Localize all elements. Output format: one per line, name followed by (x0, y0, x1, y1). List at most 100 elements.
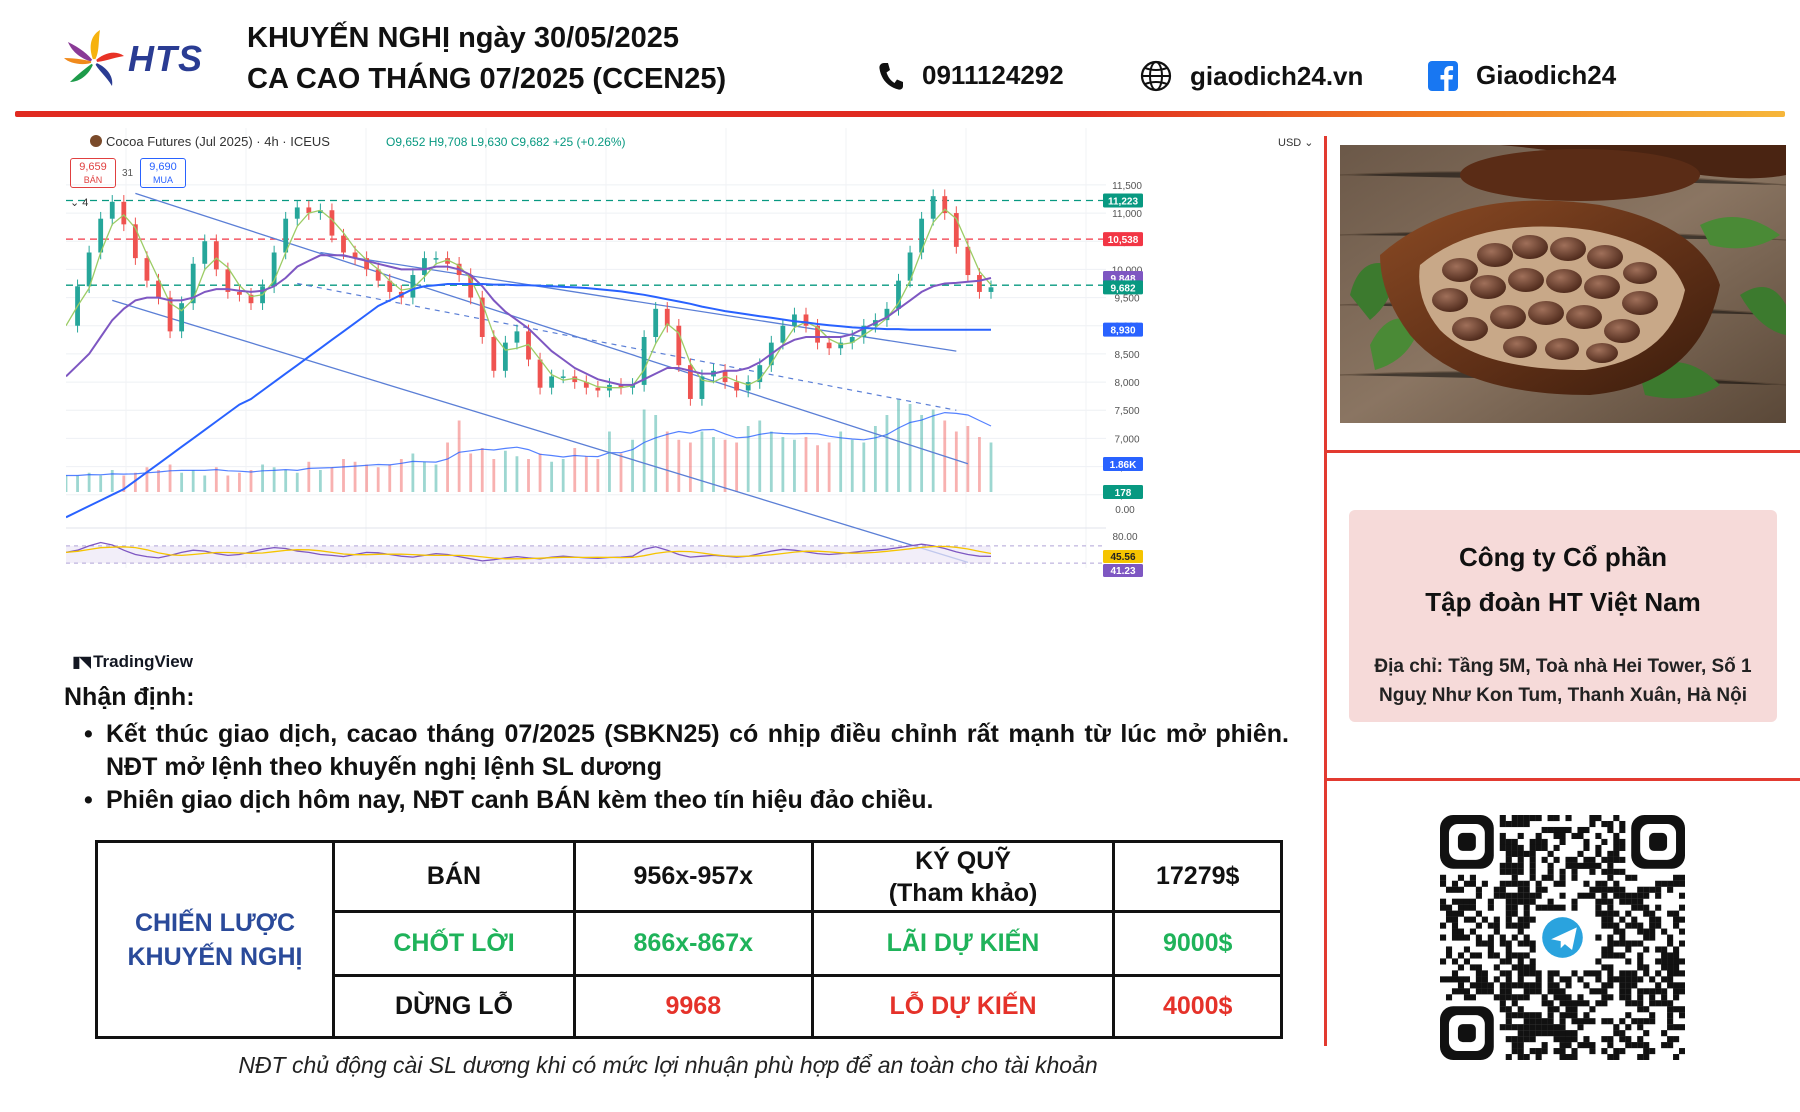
qr-module (1559, 1012, 1566, 1019)
qr-module (1649, 1048, 1656, 1055)
qr-module (1445, 910, 1453, 917)
qr-module (1565, 1030, 1572, 1037)
qr-module (1637, 994, 1644, 1001)
volume-bar (862, 442, 866, 492)
qr-module (1463, 934, 1470, 941)
qr-module (1553, 832, 1560, 840)
qr-module (1625, 988, 1632, 995)
qr-module (1553, 815, 1560, 822)
qr-module (1541, 886, 1548, 893)
qr-module (1673, 964, 1680, 971)
candle-body (930, 196, 936, 219)
qr-module (1445, 994, 1453, 1001)
qr-module (1529, 958, 1536, 965)
qr-module (1505, 982, 1512, 989)
buy-quote-button[interactable]: 9,690 MUA (140, 158, 186, 188)
qr-module (1511, 904, 1518, 911)
qr-module (1679, 904, 1685, 911)
qr-module (1559, 874, 1566, 881)
qr-module (1529, 946, 1536, 953)
phone-number[interactable]: 0911124292 (922, 60, 1064, 90)
volume-bar (261, 464, 264, 492)
qr-module (1577, 850, 1584, 857)
candle-body (422, 258, 427, 276)
qr-module (1547, 1012, 1554, 1019)
qr-module (1475, 970, 1482, 977)
qr-module (1637, 1036, 1644, 1043)
qr-module (1511, 922, 1518, 929)
qr-module (1643, 892, 1650, 899)
qr-module (1457, 886, 1465, 893)
contact-facebook[interactable]: Giaodich24 (1428, 60, 1616, 91)
qr-module (1625, 982, 1632, 989)
qr-module (1511, 862, 1518, 869)
qr-module (1517, 1024, 1524, 1031)
qr-module (1649, 1018, 1656, 1025)
qr-module (1607, 1036, 1614, 1043)
qr-module (1589, 868, 1596, 875)
indicator-toggle[interactable]: ⌄ 4 (70, 197, 89, 209)
qr-module (1601, 868, 1608, 875)
qr-module (1475, 982, 1482, 989)
volume-label: 1.86K (1110, 460, 1137, 471)
currency-selector[interactable]: USD ⌄ (1278, 137, 1314, 149)
qr-module (1451, 922, 1459, 929)
sell-quote-button[interactable]: 9,659 BÁN (70, 158, 116, 188)
oscillator-pane (66, 541, 1106, 564)
qr-module (1673, 946, 1680, 953)
qr-module (1463, 904, 1470, 911)
qr-module (1499, 838, 1506, 845)
qr-module (1649, 928, 1656, 935)
qr-module (1583, 970, 1590, 977)
qr-module (1517, 1012, 1524, 1019)
qr-module (1523, 952, 1530, 959)
qr-module (1440, 874, 1447, 881)
volume-bar (908, 404, 912, 492)
qr-module (1475, 964, 1482, 971)
strategy-label-line2: KHUYẾN NGHỊ (127, 942, 303, 971)
qr-module (1517, 1036, 1524, 1043)
candle-body (896, 280, 901, 309)
candle-body (109, 201, 115, 219)
contact-website[interactable]: giaodich24.vn (1140, 60, 1363, 92)
qr-module (1667, 976, 1674, 983)
qr-module (1511, 1024, 1518, 1031)
candle-body (202, 241, 208, 264)
qr-module (1601, 922, 1608, 929)
contact-phone[interactable]: 0911124292 (878, 60, 1064, 91)
qr-module (1523, 964, 1530, 971)
volume-bar (897, 398, 900, 492)
candle-body (271, 252, 277, 287)
qr-module (1517, 880, 1524, 887)
qr-code[interactable] (1440, 815, 1685, 1060)
qr-module (1595, 976, 1602, 983)
cocoa-pod-photo (1340, 145, 1786, 423)
qr-module (1619, 1018, 1626, 1025)
candle-body (179, 303, 185, 332)
qr-module (1475, 934, 1482, 941)
qr-module (1517, 850, 1524, 857)
qr-module (1655, 946, 1662, 953)
qr-module (1619, 886, 1626, 893)
cocoa-symbol-icon (90, 135, 102, 147)
entry-price: 956x-957x (573, 840, 814, 913)
qr-module (1511, 952, 1518, 959)
candle-body (953, 213, 959, 247)
recommendation-date-title: KHUYẾN NGHỊ ngày 30/05/2025 (247, 22, 679, 54)
qr-module (1661, 946, 1668, 953)
facebook-page[interactable]: Giaodich24 (1476, 60, 1617, 90)
qr-module (1541, 1000, 1548, 1007)
candle-body (757, 365, 763, 383)
qr-module (1523, 886, 1530, 893)
qr-module (1511, 892, 1518, 899)
qr-module (1613, 940, 1620, 947)
qr-module (1625, 1036, 1632, 1043)
candle-body (156, 280, 161, 298)
volume-label-box (1103, 485, 1143, 499)
website-link[interactable]: giaodich24.vn (1190, 60, 1364, 91)
qr-module (1523, 815, 1530, 822)
qr-module (1440, 904, 1447, 911)
strategy-label-line1: CHIẾN LƯỢC (134, 908, 296, 937)
qr-module (1463, 946, 1470, 953)
qr-module (1517, 940, 1524, 947)
